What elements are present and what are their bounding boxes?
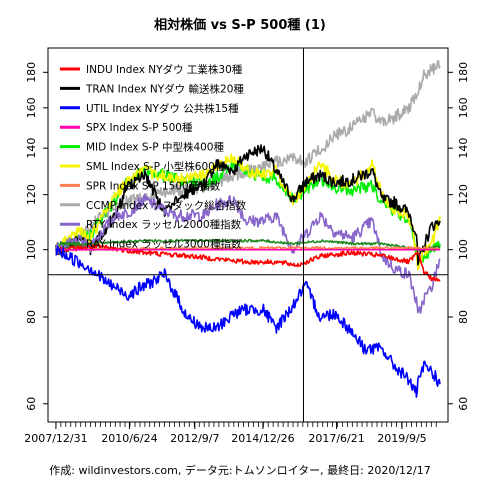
series-line-indu [55,243,441,282]
legend-label-spx: SPX Index S-P 500種 [86,121,193,134]
series-line-util [55,245,441,398]
legend: INDU Index NYダウ 工業株30種 TRAN Index NYダウ 輸送… [60,63,247,251]
y-tick-label-left: 140 [25,138,38,159]
legend-label-ray: RAY Index ラッセル3000種指数 [86,238,242,251]
series-line-tran [55,144,441,266]
y-tick-label-right: 120 [457,184,470,205]
series-line-rty [55,193,441,314]
x-tick-label: 2010/6/24 [101,432,157,445]
y-tick-label-left: 80 [25,310,38,324]
legend-label-spr: SPR Index S-P 1500種指数 [86,179,221,192]
y-tick-label-right: 80 [457,310,470,324]
legend-label-rty: RTY Index ラッセル2000種指数 [86,218,242,231]
x-tick-label: 2007/12/31 [24,432,87,445]
legend-label-ccmp: CCMP Index ナスダック総合指数 [86,199,247,212]
plot-frame [47,47,449,423]
x-tick-label: 2017/6/21 [308,432,364,445]
legend-label-util: UTIL Index NYダウ 公共株15種 [86,102,239,115]
y-tick-label-right: 100 [457,239,470,260]
series-line-ray [55,238,441,252]
y-tick-label-left: 60 [25,397,38,411]
legend-label-indu: INDU Index NYダウ 工業株30種 [86,63,243,76]
chart-caption: 作成: wildinvestors.com, データ元:トムソンロイター, 最終… [49,463,430,477]
legend-label-mid: MID Index S-P 中型株400種 [86,141,224,154]
y-tick-label-right: 60 [457,397,470,411]
y-tick-label-left: 180 [25,62,38,83]
chart-title: 相対株価 vs S-P 500種 (1) [154,17,326,33]
y-tick-label-left: 120 [25,184,38,205]
legend-label-tran: TRAN Index NYダウ 輸送株20種 [85,82,244,95]
axes: 60 60 80 80 100 100 120 120 140 140 160 160 180 180 20… [24,62,470,445]
y-tick-label-right: 180 [457,62,470,83]
plot-area [48,48,448,422]
x-tick-label: 2019/9/5 [377,432,426,445]
x-tick-label: 2014/12/26 [231,432,294,445]
y-tick-label-left: 100 [25,239,38,260]
y-tick-label-right: 140 [457,138,470,159]
y-tick-label-right: 160 [457,97,470,118]
legend-label-sml: SML Index S-P 小型株600種 [86,160,226,173]
y-tick-label-left: 160 [25,97,38,118]
series-group [55,59,441,398]
x-tick-label: 2012/9/7 [170,432,219,445]
